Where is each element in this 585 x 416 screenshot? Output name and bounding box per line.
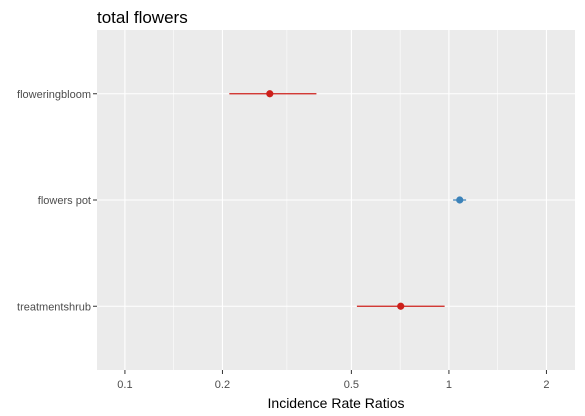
x-tick-label-1: 0.2 <box>215 379 230 391</box>
estimate-point-1 <box>456 196 464 204</box>
y-tick-label-1: flowers pot <box>38 195 91 207</box>
y-tick-label-0: floweringbloom <box>17 89 91 101</box>
estimate-marks <box>229 90 467 310</box>
x-axis-title: Incidence Rate Ratios <box>268 395 405 411</box>
estimate-point-0 <box>266 90 274 98</box>
major-grid-lines <box>97 30 575 370</box>
x-tick-label-0: 0.1 <box>117 379 132 391</box>
y-axis-ticks: floweringbloom flowers pot treatmentshrub <box>17 89 97 313</box>
x-tick-label-3: 1 <box>446 379 452 391</box>
x-tick-label-4: 2 <box>543 379 549 391</box>
chart-title: total flowers <box>97 8 188 27</box>
estimate-point-2 <box>397 302 405 310</box>
x-tick-label-2: 0.5 <box>344 379 359 391</box>
y-tick-label-2: treatmentshrub <box>17 301 91 313</box>
x-axis-ticks: 0.1 0.2 0.5 1 2 <box>117 370 550 391</box>
